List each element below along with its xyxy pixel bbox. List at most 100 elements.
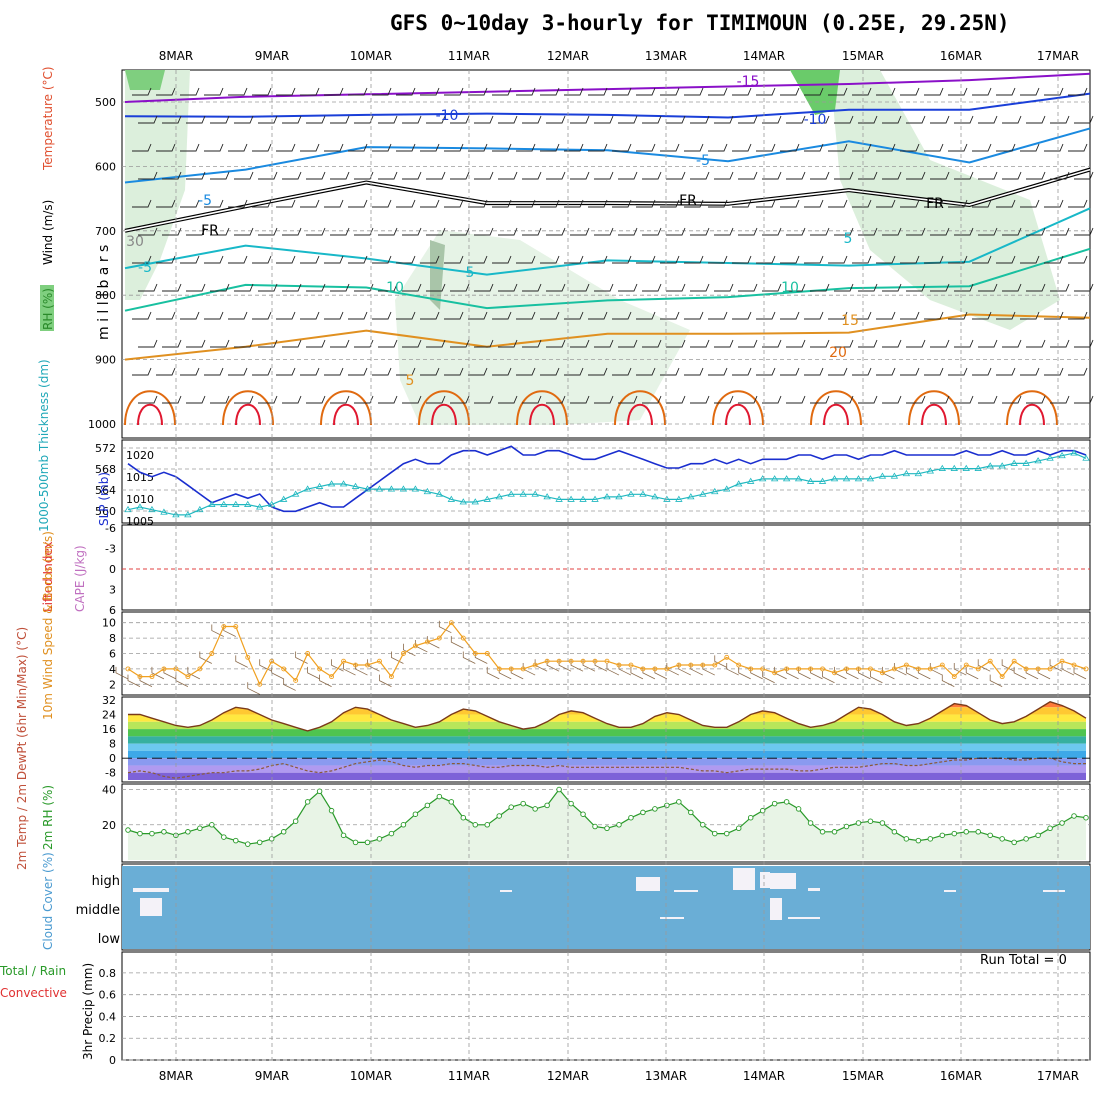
wind10m-barb: [283, 678, 296, 691]
isotherm-30-loop: [137, 404, 163, 426]
rh2m-point: [400, 822, 407, 828]
wind-barb: [204, 255, 224, 264]
wind-tick-label: 4: [109, 663, 116, 676]
thickness-point: [770, 475, 779, 482]
cape-label: CAPE (J/kg): [73, 545, 87, 612]
rh2m-point: [556, 786, 562, 793]
rh2m-point: [795, 806, 802, 812]
rh2m-point: [233, 837, 239, 844]
wind-barb: [738, 227, 758, 236]
wind-barb: [474, 395, 494, 404]
wind-barb: [588, 143, 608, 152]
wind-barb: [612, 255, 632, 264]
wind10m-barb: [331, 659, 344, 672]
rh2m-point: [747, 814, 754, 821]
run-total: Run Total = 0: [980, 953, 1067, 968]
wind-barb: [930, 171, 950, 180]
thickness-point: [950, 464, 958, 471]
wind-barb: [276, 143, 296, 152]
wind-barb: [660, 199, 680, 208]
wind10m-point: [724, 654, 730, 660]
wind-barb: [924, 87, 944, 96]
contour-label: -15: [737, 74, 760, 90]
wind-barb: [906, 171, 926, 180]
wind-barb: [162, 395, 182, 404]
wind10m-point: [652, 666, 658, 672]
wind-barb: [708, 255, 728, 264]
wind-barb: [828, 255, 848, 264]
wind-barb: [402, 339, 422, 348]
wind-barb: [348, 255, 368, 264]
wind-barb: [930, 395, 950, 404]
rh2m-panel: 40 20: [102, 784, 1090, 860]
pressure-tick-label: 1000: [88, 418, 116, 431]
wind-barb: [372, 311, 392, 320]
wind-barb: [858, 395, 878, 404]
contour-label: 15: [841, 313, 859, 329]
date-label-top: 16MAR: [940, 49, 982, 63]
wind-barb: [570, 227, 590, 236]
wind-barb: [156, 367, 176, 376]
wind-barb: [810, 395, 830, 404]
thickness-point: [423, 487, 432, 495]
wind-barb: [426, 171, 446, 180]
wind-barb: [594, 227, 614, 236]
wind-barb: [420, 311, 440, 320]
temp-color-band: [128, 721, 1086, 730]
temp-color-band: [128, 758, 1086, 766]
wind-barb: [396, 87, 416, 96]
wind-barb: [804, 143, 824, 152]
isotherm-20-loop: [418, 390, 470, 426]
temp-color-band: [128, 750, 1086, 759]
wind10m-point: [245, 654, 251, 660]
wind-tick-label: 10: [102, 617, 116, 630]
rh2m-area: [128, 789, 1086, 860]
isotherm-30-loop: [921, 404, 947, 426]
wind-barb: [396, 367, 416, 376]
rh2m-point: [759, 807, 766, 814]
wind-barb: [258, 339, 278, 348]
thickness-point: [184, 511, 192, 518]
wind-barb: [972, 255, 992, 264]
thickness-point: [663, 495, 671, 502]
wind-barb: [156, 199, 176, 208]
wind-barb: [1044, 367, 1064, 376]
wind10m-point: [472, 651, 478, 656]
thickness-point: [723, 485, 731, 492]
rh2m-point: [161, 829, 167, 835]
wind-barb: [210, 171, 230, 180]
wind-barb: [180, 87, 200, 96]
wind-barb: [612, 367, 632, 376]
rh2m-point: [1047, 825, 1053, 832]
thickness-point: [711, 487, 719, 495]
isotherm-20-loop: [908, 390, 960, 426]
wind-barb: [954, 171, 974, 180]
wind10m-point: [891, 666, 897, 672]
wind-barb: [402, 283, 422, 292]
wind-barb: [594, 115, 614, 124]
wind-barb: [804, 87, 824, 96]
wind-barb: [300, 311, 320, 320]
date-label-top: 8MAR: [159, 49, 194, 63]
thickness-point: [866, 475, 875, 482]
panel-frame: [121, 439, 1091, 524]
isotherm-line: [124, 247, 1091, 312]
wind-barb: [756, 143, 776, 152]
wind-barb: [450, 171, 470, 180]
wind10m-point: [1071, 662, 1077, 668]
wind10m-point: [341, 658, 346, 664]
wind-barb: [900, 143, 920, 152]
rh2m-point: [544, 802, 550, 809]
isotherm-20-loop: [810, 390, 862, 426]
lifted-index-tick-label: -3: [105, 543, 116, 556]
thickness-point: [208, 500, 216, 507]
cloud-cover-panel: high middle low: [76, 866, 1090, 949]
wind10m-barb: [630, 666, 644, 680]
wind-barb: [282, 283, 302, 292]
thickness-point: [591, 495, 599, 502]
wind-barb: [234, 115, 254, 124]
wind-barb: [282, 171, 302, 180]
wind-barb: [738, 171, 758, 180]
wind-barb: [804, 367, 824, 376]
wind-barb: [378, 227, 398, 236]
